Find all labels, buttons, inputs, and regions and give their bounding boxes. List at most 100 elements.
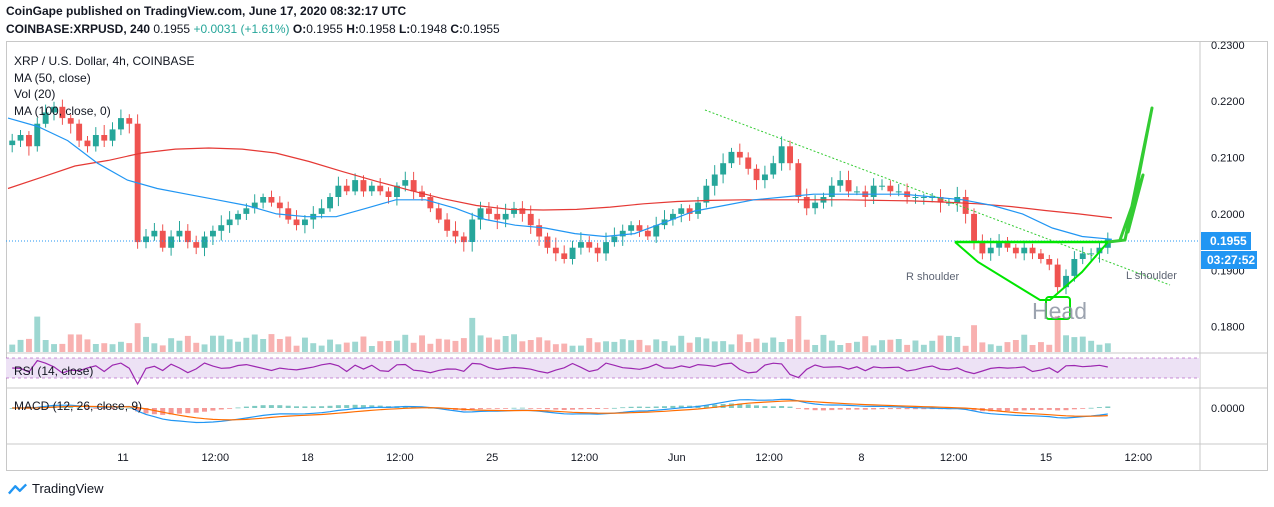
volume-bar [218,335,225,352]
candle-body [619,230,626,237]
legend-vol[interactable]: Vol (20) [14,87,55,101]
volume-bar [536,337,543,352]
volume-bar [887,339,894,352]
volume-bar [260,339,267,352]
volume-bar [845,343,852,352]
candle-body [9,140,16,146]
candle-body [1088,253,1095,255]
legend-macd[interactable]: MACD (12, 26, close, 9) [14,399,142,413]
candle-body [611,236,618,243]
candle-body [728,151,735,164]
time-tick: 11 [117,452,128,464]
volume-bar [67,334,74,352]
candle-body [452,230,459,237]
macd-hist-bar [478,408,483,410]
volume-bar [176,340,183,352]
time-axis: 11 12:00 18 12:00 25 12:00 Jun 12:00 8 12:00 15 12:… [117,452,1152,464]
macd-hist-bar [118,407,124,409]
candle-body [368,185,375,192]
candle-body [561,253,568,259]
legend-ma100[interactable]: MA (100, close, 0) [14,104,111,118]
rsi-line [12,359,1108,386]
volume-bar [1012,340,1019,352]
candle-body [276,202,283,209]
macd-hist-bar [1021,408,1027,411]
volume-bar [745,342,752,352]
macd-hist-bar [586,408,592,409]
candle-body [419,191,425,197]
candle-body [260,197,267,203]
candle-body [360,180,367,192]
volume-bar [168,338,175,352]
macd-hist-bar [536,408,542,409]
legend-ma50[interactable]: MA (50, close) [14,71,91,85]
macd-hist-bar [887,408,893,410]
candle-body [552,247,559,254]
macd-hist-bar [68,406,74,408]
macd-hist-bar [912,408,918,410]
candle-body [477,208,484,220]
candle-body [1021,247,1028,254]
macd-hist-bar [862,408,868,410]
macd-hist-bar [486,408,492,409]
candle-body [1063,275,1069,288]
symbol-line: COINBASE:XRPUSD, 240 0.1955 +0.0031 (+1.… [6,22,500,36]
volume-bar [84,339,91,352]
macd-hist-bar [762,406,768,408]
volume-bar [628,340,635,352]
macd-hist-bar [285,405,291,408]
macd-hist-bar [578,408,584,410]
legend-rsi[interactable]: RSI (14, close) [14,364,93,378]
legend-title: XRP / U.S. Dollar, 4h, COINBASE [14,54,195,68]
macd-hist-bar [712,404,718,408]
volume-bar [1079,336,1086,352]
tradingview-logo[interactable]: TradingView [8,481,104,496]
macd-hist-bar [787,406,793,408]
volume-bar [118,341,124,352]
volume-bar [477,335,484,352]
volume-bar [1054,316,1061,352]
macd-hist-bar [996,408,1002,412]
candle-body [486,208,492,214]
macd-hist-bar [335,405,341,408]
macd-hist-bar [611,407,617,409]
macd-hist-bar [662,406,667,408]
candle-body [385,191,392,197]
macd-hist-bar [528,408,534,409]
macd-hist-bar [411,406,417,408]
macd-hist-bar [252,405,258,408]
last-price: 0.1955 [153,22,191,36]
volume-bar [1038,342,1044,352]
volume-bar [778,342,785,352]
candle-body [34,123,41,147]
macd-hist-bar [519,407,525,409]
symbol-text: COINBASE:XRPUSD, 240 [6,22,151,36]
time-tick: 12:00 [386,452,414,464]
time-tick: 12:00 [202,452,230,464]
volume-bar [954,337,961,352]
candle-body [678,208,685,214]
volume-bar [435,338,442,352]
volume-bar [410,342,417,352]
price-chart[interactable]: R shoulder L shoulder Head XRP / U.S. Do… [0,0,1274,475]
volume-bar [770,337,777,352]
volume-bar [1096,344,1103,352]
volume-bar [109,344,116,352]
candle-body [519,208,526,214]
macd-hist-bar [804,408,810,410]
candle-body [502,213,509,220]
volume-bar [569,345,576,352]
candle-body [803,197,810,209]
candle-body [854,191,860,193]
volume-bar [511,334,517,352]
volume-bar [460,338,467,352]
volume-bar [9,344,16,352]
h-value: 0.1958 [358,22,396,36]
candle-body [837,180,844,186]
macd-hist-bar [645,406,651,408]
r-shoulder-label: R shoulder [906,271,960,283]
volume-bar [310,343,317,352]
macd-hist-bar [703,405,709,408]
candle-body [118,118,124,130]
volume-bar [360,336,367,352]
